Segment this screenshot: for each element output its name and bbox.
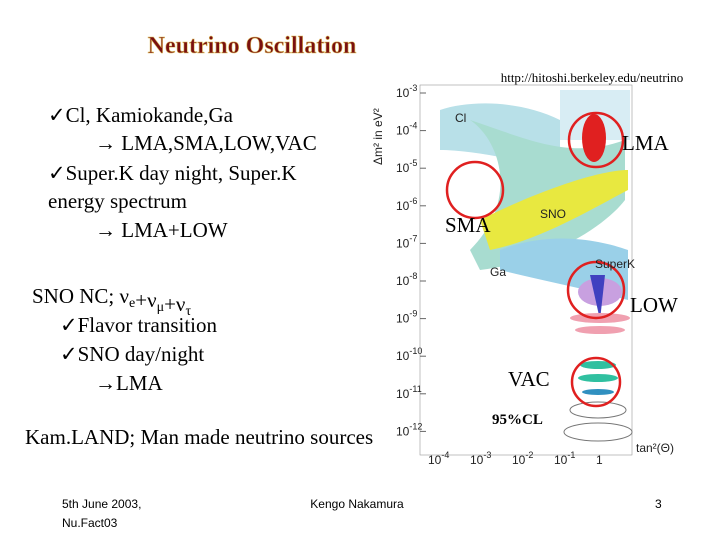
tick-base: 10 bbox=[396, 86, 410, 100]
solution-label: SMA bbox=[445, 213, 491, 237]
tick-base: 10 bbox=[396, 161, 410, 175]
heading-part: +ν bbox=[164, 292, 185, 316]
tick-base: 1 bbox=[596, 453, 603, 467]
sno-heading: SNO NC; νe+νμ+ντ bbox=[32, 284, 191, 319]
region-label: Cl bbox=[455, 111, 466, 125]
heading-part: SNO NC; ν bbox=[32, 284, 129, 308]
tick-exp: -8 bbox=[409, 271, 417, 281]
cl-label: 95%CL bbox=[492, 412, 543, 428]
x-tick-label: 10-2 bbox=[512, 450, 533, 467]
tick-base: 10 bbox=[396, 424, 410, 438]
tick-exp: -1 bbox=[567, 450, 575, 460]
tick-base: 10 bbox=[512, 453, 526, 467]
tick-exp: -4 bbox=[409, 121, 417, 131]
bullet-line: energy spectrum bbox=[48, 189, 187, 213]
footer-date: 5th June 2003, bbox=[62, 497, 141, 511]
heading-sub: e bbox=[129, 296, 135, 311]
bullet-line: → LMA,SMA,LOW,VAC bbox=[95, 131, 317, 155]
tick-exp: -10 bbox=[409, 346, 422, 356]
x-axis-label: tan²(Θ) bbox=[636, 441, 674, 455]
page-number: 3 bbox=[655, 497, 662, 511]
x-tick-label: 10-4 bbox=[428, 450, 449, 467]
y-tick-label: 10-4 bbox=[396, 121, 417, 138]
tick-exp: -2 bbox=[525, 450, 533, 460]
y-tick-label: 10-7 bbox=[396, 233, 417, 250]
tick-base: 10 bbox=[554, 453, 568, 467]
tick-exp: -6 bbox=[409, 196, 417, 206]
x-tick-label: 10-1 bbox=[554, 450, 575, 467]
y-axis-label: Δm² in eV² bbox=[371, 108, 385, 165]
x-tick-label: 1 bbox=[596, 453, 603, 467]
kamland: Kam.LAND; Man made neutrino sources bbox=[25, 425, 373, 449]
footer-event: Nu.Fact03 bbox=[62, 516, 118, 530]
region-label: SuperK bbox=[595, 257, 635, 271]
tick-base: 10 bbox=[396, 274, 410, 288]
y-tick-label: 10-11 bbox=[396, 384, 422, 401]
bullet-line: ✓SNO day/night bbox=[60, 342, 204, 366]
tick-base: 10 bbox=[396, 199, 410, 213]
tick-base: 10 bbox=[396, 124, 410, 138]
tick-exp: -3 bbox=[483, 450, 491, 460]
tick-base: 10 bbox=[396, 236, 410, 250]
heading-part: +ν bbox=[135, 288, 156, 312]
bullet-line: ✓Cl, Kamiokande,Ga bbox=[48, 103, 234, 127]
y-tick-label: 10-3 bbox=[396, 83, 417, 100]
region-label: Ga bbox=[490, 265, 506, 279]
y-tick-label: 10-5 bbox=[396, 158, 417, 175]
bullet-line: ✓Flavor transition bbox=[60, 313, 217, 337]
y-tick-label: 10-6 bbox=[396, 196, 417, 213]
region-label: SNO bbox=[540, 207, 566, 221]
tick-exp: -5 bbox=[409, 158, 417, 168]
tick-base: 10 bbox=[396, 312, 410, 326]
y-tick-label: 10-10 bbox=[396, 346, 422, 363]
tick-exp: -7 bbox=[409, 233, 417, 243]
url: http://hitoshi.berkeley.edu/neutrino bbox=[501, 70, 684, 85]
solution-label: LMA bbox=[622, 131, 670, 155]
footer-author: Kengo Nakamura bbox=[310, 497, 404, 511]
solution-label: LOW bbox=[630, 293, 678, 317]
y-tick-label: 10-9 bbox=[396, 309, 417, 326]
tick-exp: -12 bbox=[409, 421, 422, 431]
bullet-line: → LMA+LOW bbox=[95, 218, 228, 242]
solution-label: VAC bbox=[508, 367, 550, 391]
tick-exp: -9 bbox=[409, 309, 417, 319]
heading-sub: τ bbox=[185, 304, 191, 319]
tick-exp: -11 bbox=[409, 384, 421, 394]
y-tick-label: 10-8 bbox=[396, 271, 417, 288]
tick-base: 10 bbox=[396, 349, 410, 363]
tick-exp: -4 bbox=[441, 450, 449, 460]
tick-exp: -3 bbox=[409, 83, 417, 93]
tick-base: 10 bbox=[428, 453, 442, 467]
plot-art bbox=[419, 84, 633, 456]
tick-base: 10 bbox=[396, 387, 410, 401]
bullet-line: →LMA bbox=[95, 371, 164, 395]
x-tick-label: 10-3 bbox=[470, 450, 491, 467]
heading-sub: μ bbox=[157, 300, 165, 315]
bullet-line: ✓Super.K day night, Super.K bbox=[48, 161, 297, 185]
y-tick-label: 10-12 bbox=[396, 421, 422, 438]
tick-base: 10 bbox=[470, 453, 484, 467]
title: Neutrino Oscillation bbox=[148, 33, 357, 59]
